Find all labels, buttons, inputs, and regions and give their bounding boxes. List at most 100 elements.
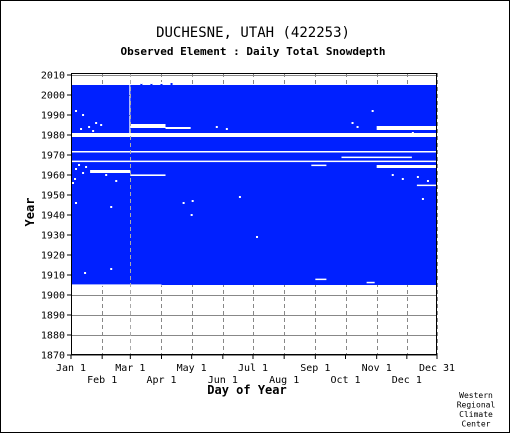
y-tick-label: 1900: [41, 291, 65, 302]
credit-line: Climate: [459, 410, 493, 419]
missing-point: [98, 170, 101, 172]
y-tick-label: 1960: [41, 171, 65, 182]
missing-point: [95, 122, 98, 124]
x-tick-label: Dec 31: [419, 363, 455, 374]
x-tick-label: Apr 1: [146, 375, 176, 386]
missing-gap: [165, 127, 191, 129]
credit-line: Western: [459, 391, 493, 400]
missing-point: [256, 236, 259, 238]
missing-point: [351, 122, 354, 124]
missing-point: [190, 214, 193, 216]
data-block: [71, 137, 437, 285]
missing-gap: [130, 83, 166, 85]
missing-gap: [376, 126, 437, 130]
missing-gap: [71, 151, 437, 153]
missing-point: [80, 128, 83, 130]
x-tick-label: Mar 1: [115, 363, 145, 374]
missing-point: [238, 196, 241, 198]
y-tick-label: 2000: [41, 91, 65, 102]
missing-gap: [341, 156, 412, 159]
missing-point: [416, 176, 419, 178]
missing-gap: [71, 160, 437, 163]
credit-line: Regional: [457, 401, 496, 410]
y-tick-label: 1940: [41, 211, 65, 222]
missing-gap: [130, 174, 166, 176]
missing-point: [421, 198, 424, 200]
missing-point: [225, 128, 228, 130]
missing-gap: [366, 281, 375, 284]
missing-point: [74, 178, 77, 180]
x-tick-label: Feb 1: [87, 375, 117, 386]
missing-point: [72, 182, 75, 184]
missing-point: [110, 206, 113, 208]
missing-point: [391, 174, 394, 176]
missing-point: [401, 178, 404, 180]
missing-point: [411, 132, 414, 134]
x-tick-label: Aug 1: [269, 375, 299, 386]
missing-point: [78, 164, 81, 166]
y-tick-label: 1910: [41, 271, 65, 282]
missing-gap: [130, 124, 166, 128]
y-tick-label: 1930: [41, 231, 65, 242]
missing-point: [88, 126, 91, 128]
missing-point: [182, 202, 185, 204]
plot-border: [71, 73, 437, 355]
missing-point: [84, 272, 87, 274]
missing-gap: [376, 165, 437, 168]
missing-point: [85, 166, 88, 168]
y-tick-label: 1890: [41, 311, 65, 322]
missing-gap: [315, 278, 327, 281]
missing-point: [92, 130, 95, 132]
missing-point: [75, 110, 78, 112]
missing-point: [371, 110, 374, 112]
missing-gap: [71, 133, 437, 137]
missing-point: [406, 166, 409, 168]
missing-point: [82, 172, 85, 174]
x-tick-label: Oct 1: [330, 375, 360, 386]
missing-point: [75, 168, 78, 170]
x-tick-label: Jul 1: [238, 363, 268, 374]
credit-line: Center: [462, 420, 491, 429]
missing-point: [356, 126, 359, 128]
y-tick-label: 1880: [41, 331, 65, 342]
tick-labels: 1870 1880 1890 1900 1910 1920 1930 1940 1950 1960…: [41, 71, 455, 387]
plot-area: [71, 73, 438, 356]
y-tick-label: 1920: [41, 251, 65, 262]
y-tick-label: 1870: [41, 351, 65, 362]
chart-title: DUCHESNE, UTAH (422253): [156, 25, 350, 41]
y-tick-label: 1980: [41, 131, 65, 142]
x-axis-label: Day of Year: [207, 383, 286, 397]
x-tick-label: May 1: [177, 363, 207, 374]
data-block: [130, 85, 438, 133]
missing-point: [100, 124, 103, 126]
y-tick-label: 1970: [41, 151, 65, 162]
x-tick-label: Jun 1: [208, 375, 238, 386]
missing-gap: [311, 164, 327, 167]
x-tick-label: Sep 1: [300, 363, 330, 374]
missing-point: [215, 126, 218, 128]
x-tick-label: Dec 1: [392, 375, 422, 386]
x-tick-label: Jan 1: [56, 363, 86, 374]
x-tick-label: Nov 1: [362, 363, 392, 374]
missing-point: [105, 174, 108, 176]
missing-point: [140, 82, 143, 84]
missing-gap: [90, 170, 131, 173]
missing-point: [110, 268, 113, 270]
missing-point: [75, 202, 78, 204]
missing-point: [160, 82, 163, 84]
chart-subtitle: Observed Element : Daily Total Snowdepth: [121, 45, 386, 58]
y-tick-label: 1950: [41, 191, 65, 202]
y-tick-label: 2010: [41, 71, 65, 82]
missing-point: [115, 180, 118, 182]
y-tick-label: 1990: [41, 111, 65, 122]
missing-gap: [416, 184, 437, 187]
y-axis-label: Year: [23, 198, 37, 227]
missing-gap: [71, 284, 162, 286]
missing-point: [426, 180, 429, 182]
missing-point: [82, 114, 85, 116]
missing-point: [191, 200, 194, 202]
sparse-data-mark: [170, 83, 173, 85]
missing-point: [150, 82, 153, 84]
